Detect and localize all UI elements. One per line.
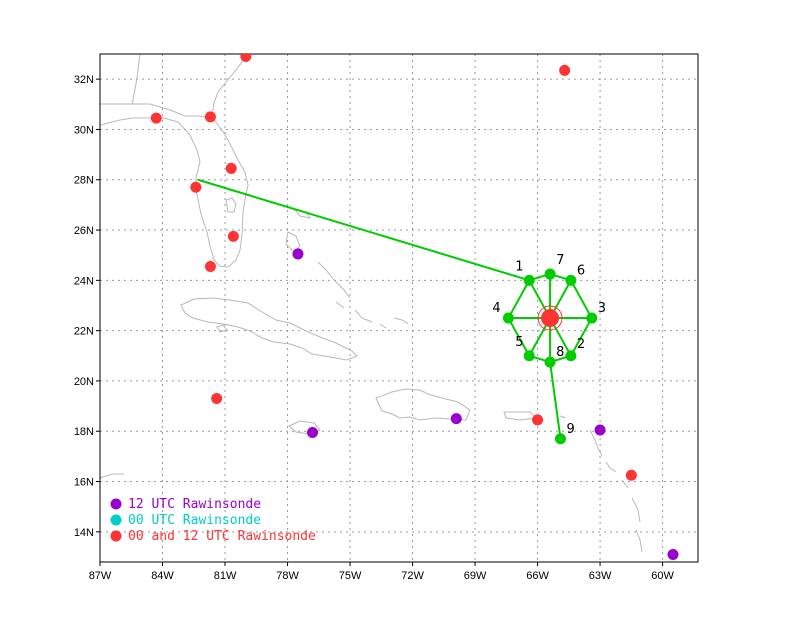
- pattern-point-2: [565, 350, 577, 362]
- pattern-point-label: 4: [492, 301, 500, 316]
- isle-of-youth: [216, 324, 228, 333]
- pattern-point-label: 8: [556, 345, 564, 360]
- x-tick-label: 78W: [276, 570, 299, 582]
- venezuela-coast-fragment: [100, 473, 124, 479]
- station-00-12utc: [204, 111, 216, 123]
- florida-lake: [225, 197, 237, 213]
- station-00-12utc: [240, 54, 252, 63]
- station-12utc: [667, 548, 679, 560]
- axes: 87W 84W 81W 78W 75W 72W 69W 66W 63W 60W 14N 16N 18N 2…: [74, 74, 675, 582]
- x-tick-label: 69W: [464, 570, 487, 582]
- legend: 12 UTC Rawinsonde 00 UTC Rawinsonde 00 a…: [110, 497, 316, 544]
- x-tick-label: 75W: [339, 570, 362, 582]
- x-tick-label: 60W: [651, 570, 674, 582]
- turks-caicos: [393, 317, 409, 325]
- station-00-12utc: [559, 64, 571, 76]
- pattern-point-4: [502, 312, 514, 324]
- station-00-12utc: [150, 112, 162, 124]
- y-tick-label: 20N: [74, 376, 94, 388]
- y-tick-label: 14N: [74, 527, 94, 539]
- pattern-point-label: 6: [577, 263, 585, 278]
- gulf-inland-line: [131, 54, 141, 105]
- bahamas-chain: [317, 261, 387, 329]
- puerto-rico: [503, 411, 538, 421]
- x-tick-label: 66W: [526, 570, 549, 582]
- perimeter-leg: [507, 317, 531, 357]
- pattern-point-5: [523, 350, 535, 362]
- y-tick-label: 24N: [74, 275, 94, 287]
- cuba: [180, 297, 358, 361]
- station-00-12utc: [532, 414, 544, 426]
- us-southeast-coast: [100, 103, 249, 268]
- pattern-point-7: [544, 268, 556, 280]
- x-tick-label: 84W: [151, 570, 174, 582]
- coastlines: [100, 54, 643, 553]
- pattern-point-3: [586, 312, 598, 324]
- y-tick-label: 32N: [74, 74, 94, 86]
- legend-label-12utc: 12 UTC Rawinsonde: [128, 497, 261, 512]
- flight-pattern: 1 2 3 4 5 67 8 9: [197, 178, 606, 445]
- pattern-point-label: 1: [515, 259, 523, 274]
- storm-center-ring: [537, 305, 563, 331]
- x-tick-label: 81W: [214, 570, 237, 582]
- y-tick-label: 16N: [74, 477, 94, 489]
- legend-label-00utc: 00 UTC Rawinsonde: [128, 513, 261, 528]
- legend-marker-00utc: [110, 514, 122, 526]
- station-00-12utc: [227, 230, 239, 242]
- pattern-point-label: 7: [556, 253, 564, 268]
- lat-lon-grid: [100, 54, 698, 562]
- station-00-12utc: [211, 393, 223, 405]
- pattern-point-label: 5: [515, 335, 523, 350]
- station-00-12utc: [625, 469, 637, 481]
- station-00-12utc: [204, 261, 216, 273]
- lesser-antilles: [559, 415, 643, 553]
- hispaniola: [375, 388, 471, 421]
- perimeter-leg: [570, 317, 593, 357]
- y-tick-label: 18N: [74, 426, 94, 438]
- y-tick-label: 26N: [74, 225, 94, 237]
- pattern-point-label: 9: [566, 422, 574, 437]
- pattern-point-9: [554, 433, 566, 445]
- plot-frame: [99, 53, 699, 563]
- station-12utc: [292, 248, 304, 260]
- pattern-point-label: 3: [598, 301, 606, 316]
- y-tick-label: 30N: [74, 124, 94, 136]
- x-tick-label: 63W: [589, 570, 612, 582]
- jamaica: [288, 420, 321, 435]
- ferry-leg: [197, 178, 530, 282]
- pattern-point-8: [544, 356, 556, 368]
- station-12utc: [594, 424, 606, 436]
- perimeter-leg: [507, 279, 531, 319]
- rawinsonde-stations: [150, 54, 679, 560]
- legend-marker-12utc: [110, 498, 122, 510]
- station-12utc: [307, 426, 319, 438]
- x-tick-label: 72W: [401, 570, 424, 582]
- pattern-point-1: [523, 274, 535, 286]
- x-tick-label: 87W: [89, 570, 112, 582]
- legend-label-00-12utc: 00 and 12 UTC Rawinsonde: [128, 529, 316, 544]
- us-east-coast-north: [211, 54, 251, 118]
- storm-center-marker: [541, 309, 560, 328]
- station-00-12utc: [190, 181, 202, 193]
- pattern-point-label: 2: [577, 337, 585, 352]
- perimeter-leg: [549, 361, 562, 439]
- y-tick-label: 28N: [74, 175, 94, 187]
- perimeter-leg: [570, 279, 593, 319]
- station-12utc: [450, 413, 462, 425]
- legend-marker-00-12utc: [110, 530, 122, 542]
- y-tick-label: 22N: [74, 326, 94, 338]
- pattern-point-6: [565, 274, 577, 286]
- station-00-12utc: [225, 162, 237, 174]
